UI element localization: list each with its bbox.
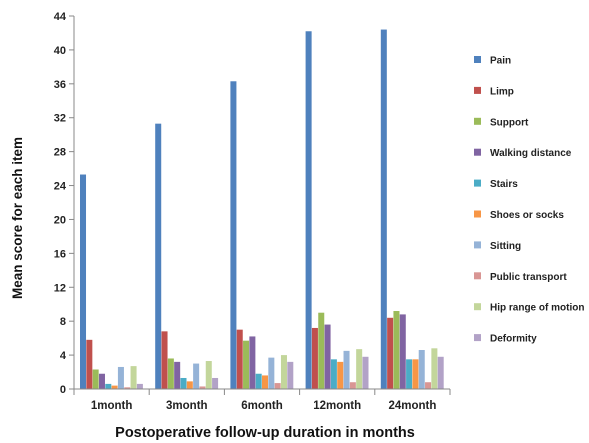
legend-label: Pain — [490, 56, 511, 67]
bar-shoes-or-socks-3month — [186, 381, 193, 389]
bar-walking-distance-3month — [174, 361, 181, 389]
x-category-label: 12month — [313, 400, 361, 412]
bar-hip-range-of-motion-3month — [205, 361, 212, 389]
y-tick-label: 12 — [54, 282, 66, 294]
bar-deformity-6month — [287, 361, 294, 389]
legend-label: Support — [490, 117, 529, 128]
x-axis-title: Postoperative follow-up duration in mont… — [115, 425, 415, 441]
bar-support-1month — [92, 369, 99, 389]
bar-public-transport-12month — [349, 382, 356, 389]
bar-support-6month — [243, 340, 250, 389]
x-category-label: 24month — [388, 400, 436, 412]
legend-label: Stairs — [490, 179, 518, 190]
bar-public-transport-3month — [199, 386, 206, 389]
bar-pain-1month — [80, 174, 87, 389]
bars-layer — [80, 29, 444, 390]
bar-sitting-6month — [268, 357, 275, 389]
bar-pain-3month — [155, 123, 162, 389]
bar-hip-range-of-motion-6month — [280, 355, 287, 389]
bar-hip-range-of-motion-12month — [356, 349, 363, 389]
bar-walking-distance-1month — [98, 373, 105, 389]
legend-swatch — [474, 303, 481, 311]
bar-public-transport-1month — [124, 387, 131, 389]
y-tick-label: 16 — [54, 248, 66, 260]
bar-shoes-or-socks-24month — [412, 359, 419, 389]
bar-limp-12month — [311, 327, 318, 389]
legend-label: Walking distance — [490, 148, 572, 159]
bar-sitting-24month — [418, 350, 425, 389]
y-tick-label: 44 — [54, 11, 67, 23]
bar-support-24month — [393, 311, 400, 389]
bar-sitting-12month — [343, 350, 350, 389]
bar-shoes-or-socks-6month — [262, 375, 269, 389]
bar-hip-range-of-motion-1month — [130, 366, 137, 389]
x-category-label: 3month — [166, 400, 208, 412]
bar-stairs-12month — [330, 359, 337, 389]
legend-swatch — [474, 210, 481, 218]
bar-walking-distance-12month — [324, 324, 331, 389]
y-tick-label: 36 — [54, 79, 66, 91]
legend: Pain Limp Support Walking distance Stairs Sho… — [474, 56, 584, 345]
y-tick-label: 4 — [60, 350, 67, 362]
bar-limp-24month — [387, 317, 394, 389]
y-axis-title: Mean score for each item — [10, 137, 25, 299]
bar-pain-12month — [305, 31, 312, 389]
bar-shoes-or-socks-12month — [337, 361, 344, 389]
bar-sitting-1month — [117, 366, 124, 389]
legend-label: Sitting — [490, 241, 521, 252]
bar-stairs-6month — [255, 373, 262, 389]
legend-swatch — [474, 56, 481, 63]
bar-walking-distance-24month — [399, 314, 406, 389]
x-category-label: 1month — [91, 400, 133, 412]
bar-limp-1month — [86, 339, 93, 389]
bar-pain-6month — [230, 81, 237, 389]
y-tick-label: 40 — [54, 45, 66, 57]
y-tick-label: 8 — [60, 316, 66, 328]
bar-limp-3month — [161, 331, 168, 389]
legend-swatch — [474, 272, 481, 280]
bar-public-transport-24month — [425, 382, 432, 389]
bar-shoes-or-socks-1month — [111, 385, 118, 389]
bar-deformity-1month — [136, 383, 143, 389]
bar-deformity-24month — [437, 356, 444, 389]
legend-label: Public transport — [490, 272, 567, 283]
legend-label: Deformity — [490, 334, 537, 345]
bar-pain-24month — [380, 29, 387, 390]
x-category-label: 6month — [241, 400, 283, 412]
bar-stairs-3month — [180, 377, 187, 389]
axes-layer — [69, 15, 451, 395]
bar-support-12month — [318, 312, 325, 389]
legend-swatch — [474, 117, 481, 125]
y-tick-label: 28 — [54, 147, 66, 159]
y-tick-label: 24 — [54, 181, 67, 193]
bar-public-transport-6month — [274, 383, 281, 389]
bar-stairs-1month — [105, 383, 112, 389]
y-tick-label: 0 — [60, 384, 66, 396]
bar-hip-range-of-motion-24month — [431, 348, 438, 389]
legend-swatch — [474, 334, 481, 342]
legend-swatch — [474, 148, 481, 156]
bar-sitting-3month — [193, 363, 200, 389]
legend-swatch — [474, 179, 481, 187]
bar-stairs-24month — [406, 359, 413, 389]
legend-label: Shoes or socks — [490, 210, 564, 221]
y-tick-label: 32 — [54, 113, 66, 125]
legend-swatch — [474, 241, 481, 249]
legend-swatch — [474, 86, 481, 94]
y-tick-label: 20 — [54, 214, 66, 226]
bar-limp-6month — [236, 329, 243, 389]
bar-walking-distance-6month — [249, 336, 256, 389]
y-tick-labels: 0 4 8 12 16 20 24 28 32 36 40 44 — [54, 11, 67, 396]
legend-label: Hip range of motion — [490, 303, 584, 314]
bar-support-3month — [167, 358, 174, 389]
legend-label: Limp — [490, 86, 514, 97]
bar-deformity-12month — [362, 356, 369, 389]
x-category-labels: 1month 3month 6month 12month 24month — [91, 400, 437, 412]
bar-deformity-3month — [212, 377, 219, 389]
